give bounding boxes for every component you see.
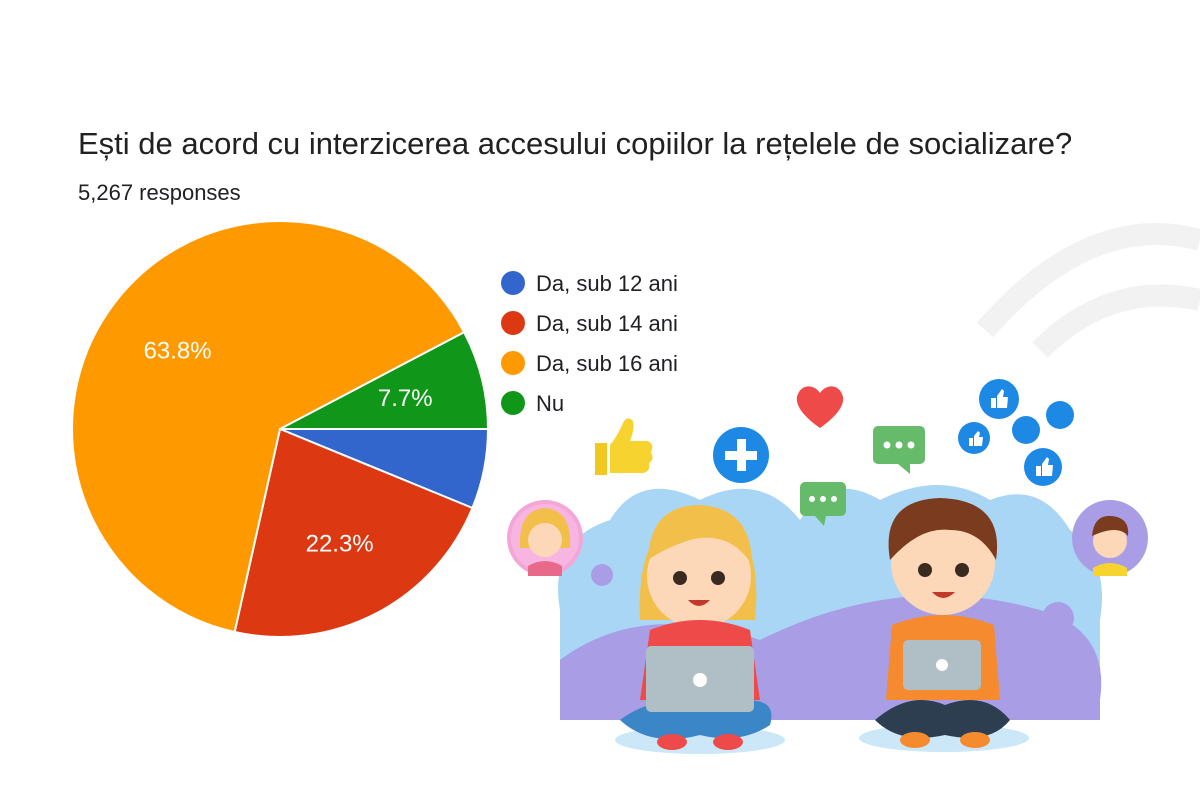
boy-with-tablet xyxy=(875,498,1010,748)
chart-legend: Da, sub 12 ani Da, sub 14 ani Da, sub 16 a… xyxy=(501,271,678,416)
avatar-girl xyxy=(507,500,583,576)
pie-slice-2 xyxy=(233,427,474,638)
legend-marker-1 xyxy=(501,271,525,295)
plus-icon xyxy=(713,427,769,483)
chat-bubble-icon xyxy=(800,482,846,526)
pie-slice-4 xyxy=(279,330,490,430)
slice-label-2: 22.3% xyxy=(306,530,374,557)
thumbs-up-icon xyxy=(595,418,653,475)
like-icon xyxy=(958,379,1074,486)
legend-marker-2 xyxy=(501,311,525,335)
legend-label-2: Da, sub 14 ani xyxy=(536,311,678,336)
wifi-icon xyxy=(976,223,1200,358)
legend-label-1: Da, sub 12 ani xyxy=(536,271,678,296)
slice-label-4: 7.7% xyxy=(378,385,433,412)
chat-bubble-icon xyxy=(873,426,925,474)
response-count: 5,267 responses xyxy=(78,180,241,205)
legend-label-3: Da, sub 16 ani xyxy=(536,351,678,376)
legend-marker-4 xyxy=(501,391,525,415)
girl-with-laptop xyxy=(620,505,772,750)
pie-slices xyxy=(71,220,490,638)
legend-label-4: Nu xyxy=(536,391,564,416)
pie-slice-3 xyxy=(71,220,466,634)
slice-label-3: 63.8% xyxy=(144,338,212,365)
chart-title: Ești de acord cu interzicerea accesului … xyxy=(78,126,1073,161)
heart-icon xyxy=(796,386,844,428)
avatar-boy xyxy=(1072,500,1148,576)
legend-marker-3 xyxy=(501,351,525,375)
pie-slice-labels: 22.3% 63.8% 7.7% xyxy=(144,338,433,558)
